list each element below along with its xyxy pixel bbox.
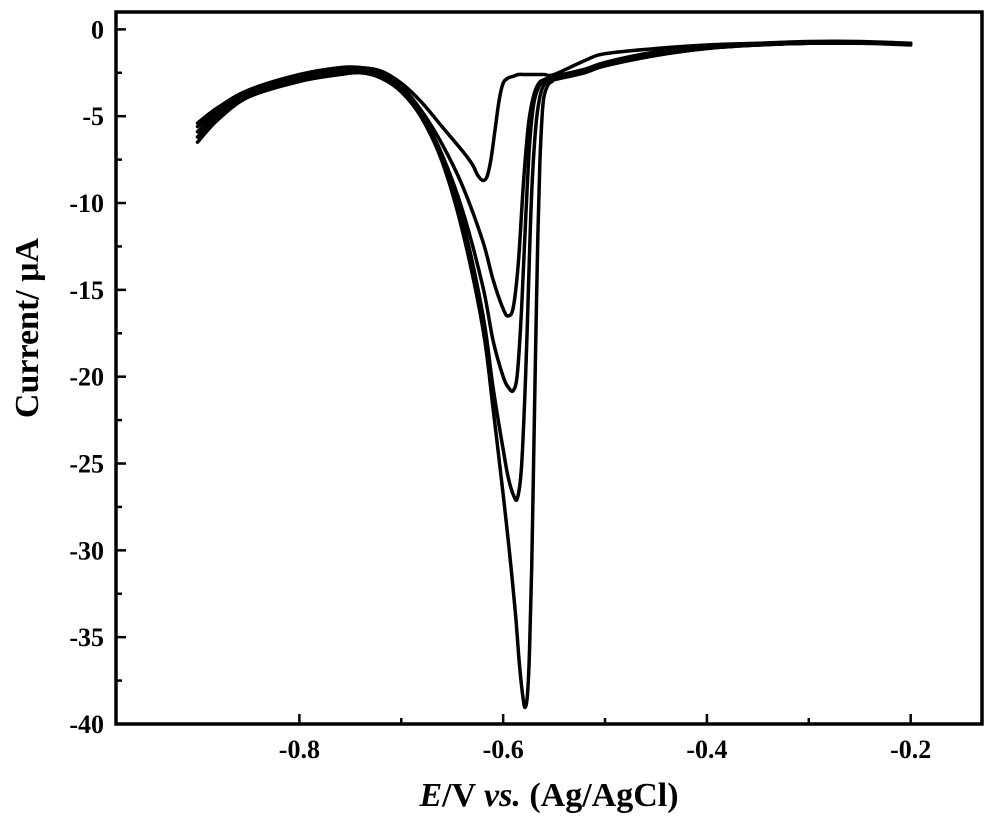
x-axis-title: E/V vs. (Ag/AgCl) — [418, 777, 678, 814]
series-line-3 — [195, 41, 913, 394]
y-tick-label: -20 — [69, 363, 104, 392]
series-line-2 — [195, 41, 913, 318]
plot-frame — [114, 10, 984, 726]
y-tick-label: -5 — [82, 102, 104, 131]
y-tick-label: -10 — [69, 189, 104, 218]
x-tick-label: -0.2 — [890, 735, 931, 764]
series-line-1 — [195, 39, 913, 183]
y-tick-label: -40 — [69, 710, 104, 739]
y-axis-ticks: 0 -5 -10 -15 -20 -25 -30 -35 -40 — [69, 15, 126, 739]
series-line-5 — [195, 41, 913, 710]
y-tick-label: -35 — [69, 623, 104, 652]
series-line-4 — [195, 41, 913, 502]
y-tick-label: 0 — [91, 15, 104, 44]
x-axis-ticks: -0.8 -0.6 -0.4 -0.2 — [279, 714, 931, 764]
y-tick-label: -15 — [69, 276, 104, 305]
x-tick-label: -0.4 — [686, 735, 727, 764]
y-axis-title: Current/ μA — [9, 237, 46, 418]
y-tick-label: -25 — [69, 450, 104, 479]
y-tick-label: -30 — [69, 536, 104, 565]
x-tick-label: -0.8 — [279, 735, 320, 764]
x-tick-label: -0.6 — [483, 735, 524, 764]
curves — [195, 39, 913, 710]
